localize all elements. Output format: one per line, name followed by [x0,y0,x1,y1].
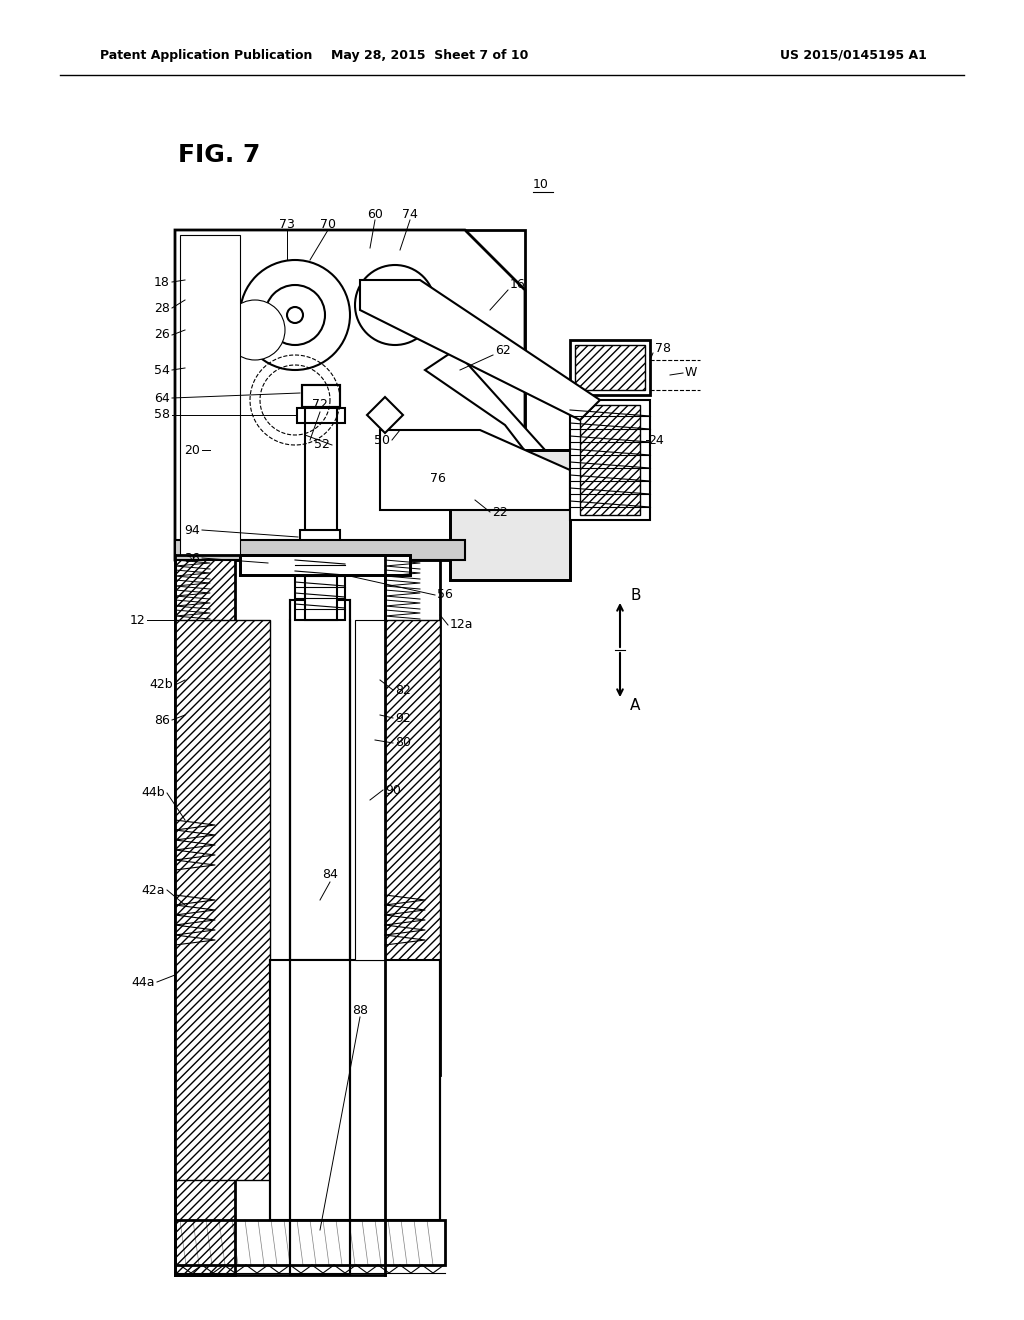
Text: 28: 28 [155,301,170,314]
Circle shape [355,265,435,345]
Text: W: W [685,367,697,380]
Bar [240,554,410,576]
Bar [175,620,270,1180]
Bar [385,620,440,1040]
Text: 16: 16 [510,279,525,292]
Text: B: B [630,587,640,602]
Bar [570,341,650,395]
Text: 86: 86 [155,714,170,726]
Text: 52: 52 [314,438,330,451]
Circle shape [377,286,413,323]
Text: 62: 62 [495,343,511,356]
Bar [175,540,465,560]
Bar [270,554,370,576]
Text: 84: 84 [323,869,338,882]
Polygon shape [360,280,600,420]
Bar [450,450,570,579]
Text: 56: 56 [437,589,453,602]
Text: 44b: 44b [141,787,165,800]
Polygon shape [367,397,403,433]
Bar [240,554,410,576]
Text: FIG. 7: FIG. 7 [178,143,260,168]
Text: May 28, 2015  Sheet 7 of 10: May 28, 2015 Sheet 7 of 10 [332,49,528,62]
Bar [302,385,340,407]
Text: 82: 82 [395,684,411,697]
Text: 18: 18 [155,276,170,289]
Bar [305,400,337,620]
Text: A: A [630,697,640,713]
Polygon shape [175,230,525,560]
Bar [270,960,440,1220]
Text: 42a: 42a [141,883,165,896]
Bar [295,554,345,620]
Text: 88: 88 [352,1003,368,1016]
Bar [270,554,370,576]
Bar [180,235,240,554]
Text: 76: 76 [430,471,445,484]
Text: 64: 64 [155,392,170,404]
Text: 50: 50 [374,433,390,446]
Bar [580,405,640,515]
Circle shape [287,308,303,323]
Text: 42b: 42b [150,678,173,692]
Bar [300,531,340,554]
Bar [175,230,525,560]
Text: 72: 72 [312,399,328,412]
Text: 12: 12 [129,614,145,627]
Bar [385,554,440,1074]
Bar [575,345,645,389]
Text: 24: 24 [648,433,664,446]
Bar [450,450,570,579]
Polygon shape [380,430,570,510]
Bar [302,385,340,407]
Bar [290,601,350,1275]
Text: 80: 80 [395,737,411,750]
Circle shape [225,300,285,360]
Bar [175,1220,445,1265]
Text: 36: 36 [184,552,200,565]
Text: 26: 26 [155,329,170,342]
Text: 78: 78 [655,342,671,355]
Text: US 2015/0145195 A1: US 2015/0145195 A1 [780,49,927,62]
Text: 20: 20 [184,444,200,457]
Bar [175,554,234,1275]
Text: 92: 92 [395,711,411,725]
Text: 44a: 44a [131,975,155,989]
Text: 94: 94 [184,524,200,536]
Bar [355,620,385,960]
Text: 60: 60 [367,209,383,222]
Text: 54: 54 [155,363,170,376]
Bar [570,400,650,520]
Polygon shape [425,350,565,490]
Bar [297,408,345,422]
Circle shape [240,260,350,370]
Text: 74: 74 [402,209,418,222]
Bar [290,960,350,1220]
Text: 73: 73 [280,219,295,231]
Text: 58: 58 [154,408,170,421]
Text: 22: 22 [492,506,508,519]
Text: Patent Application Publication: Patent Application Publication [100,49,312,62]
Text: 12a: 12a [450,619,473,631]
Text: 10: 10 [534,178,549,191]
Text: 90: 90 [385,784,400,796]
Circle shape [265,285,325,345]
Text: 70: 70 [319,219,336,231]
